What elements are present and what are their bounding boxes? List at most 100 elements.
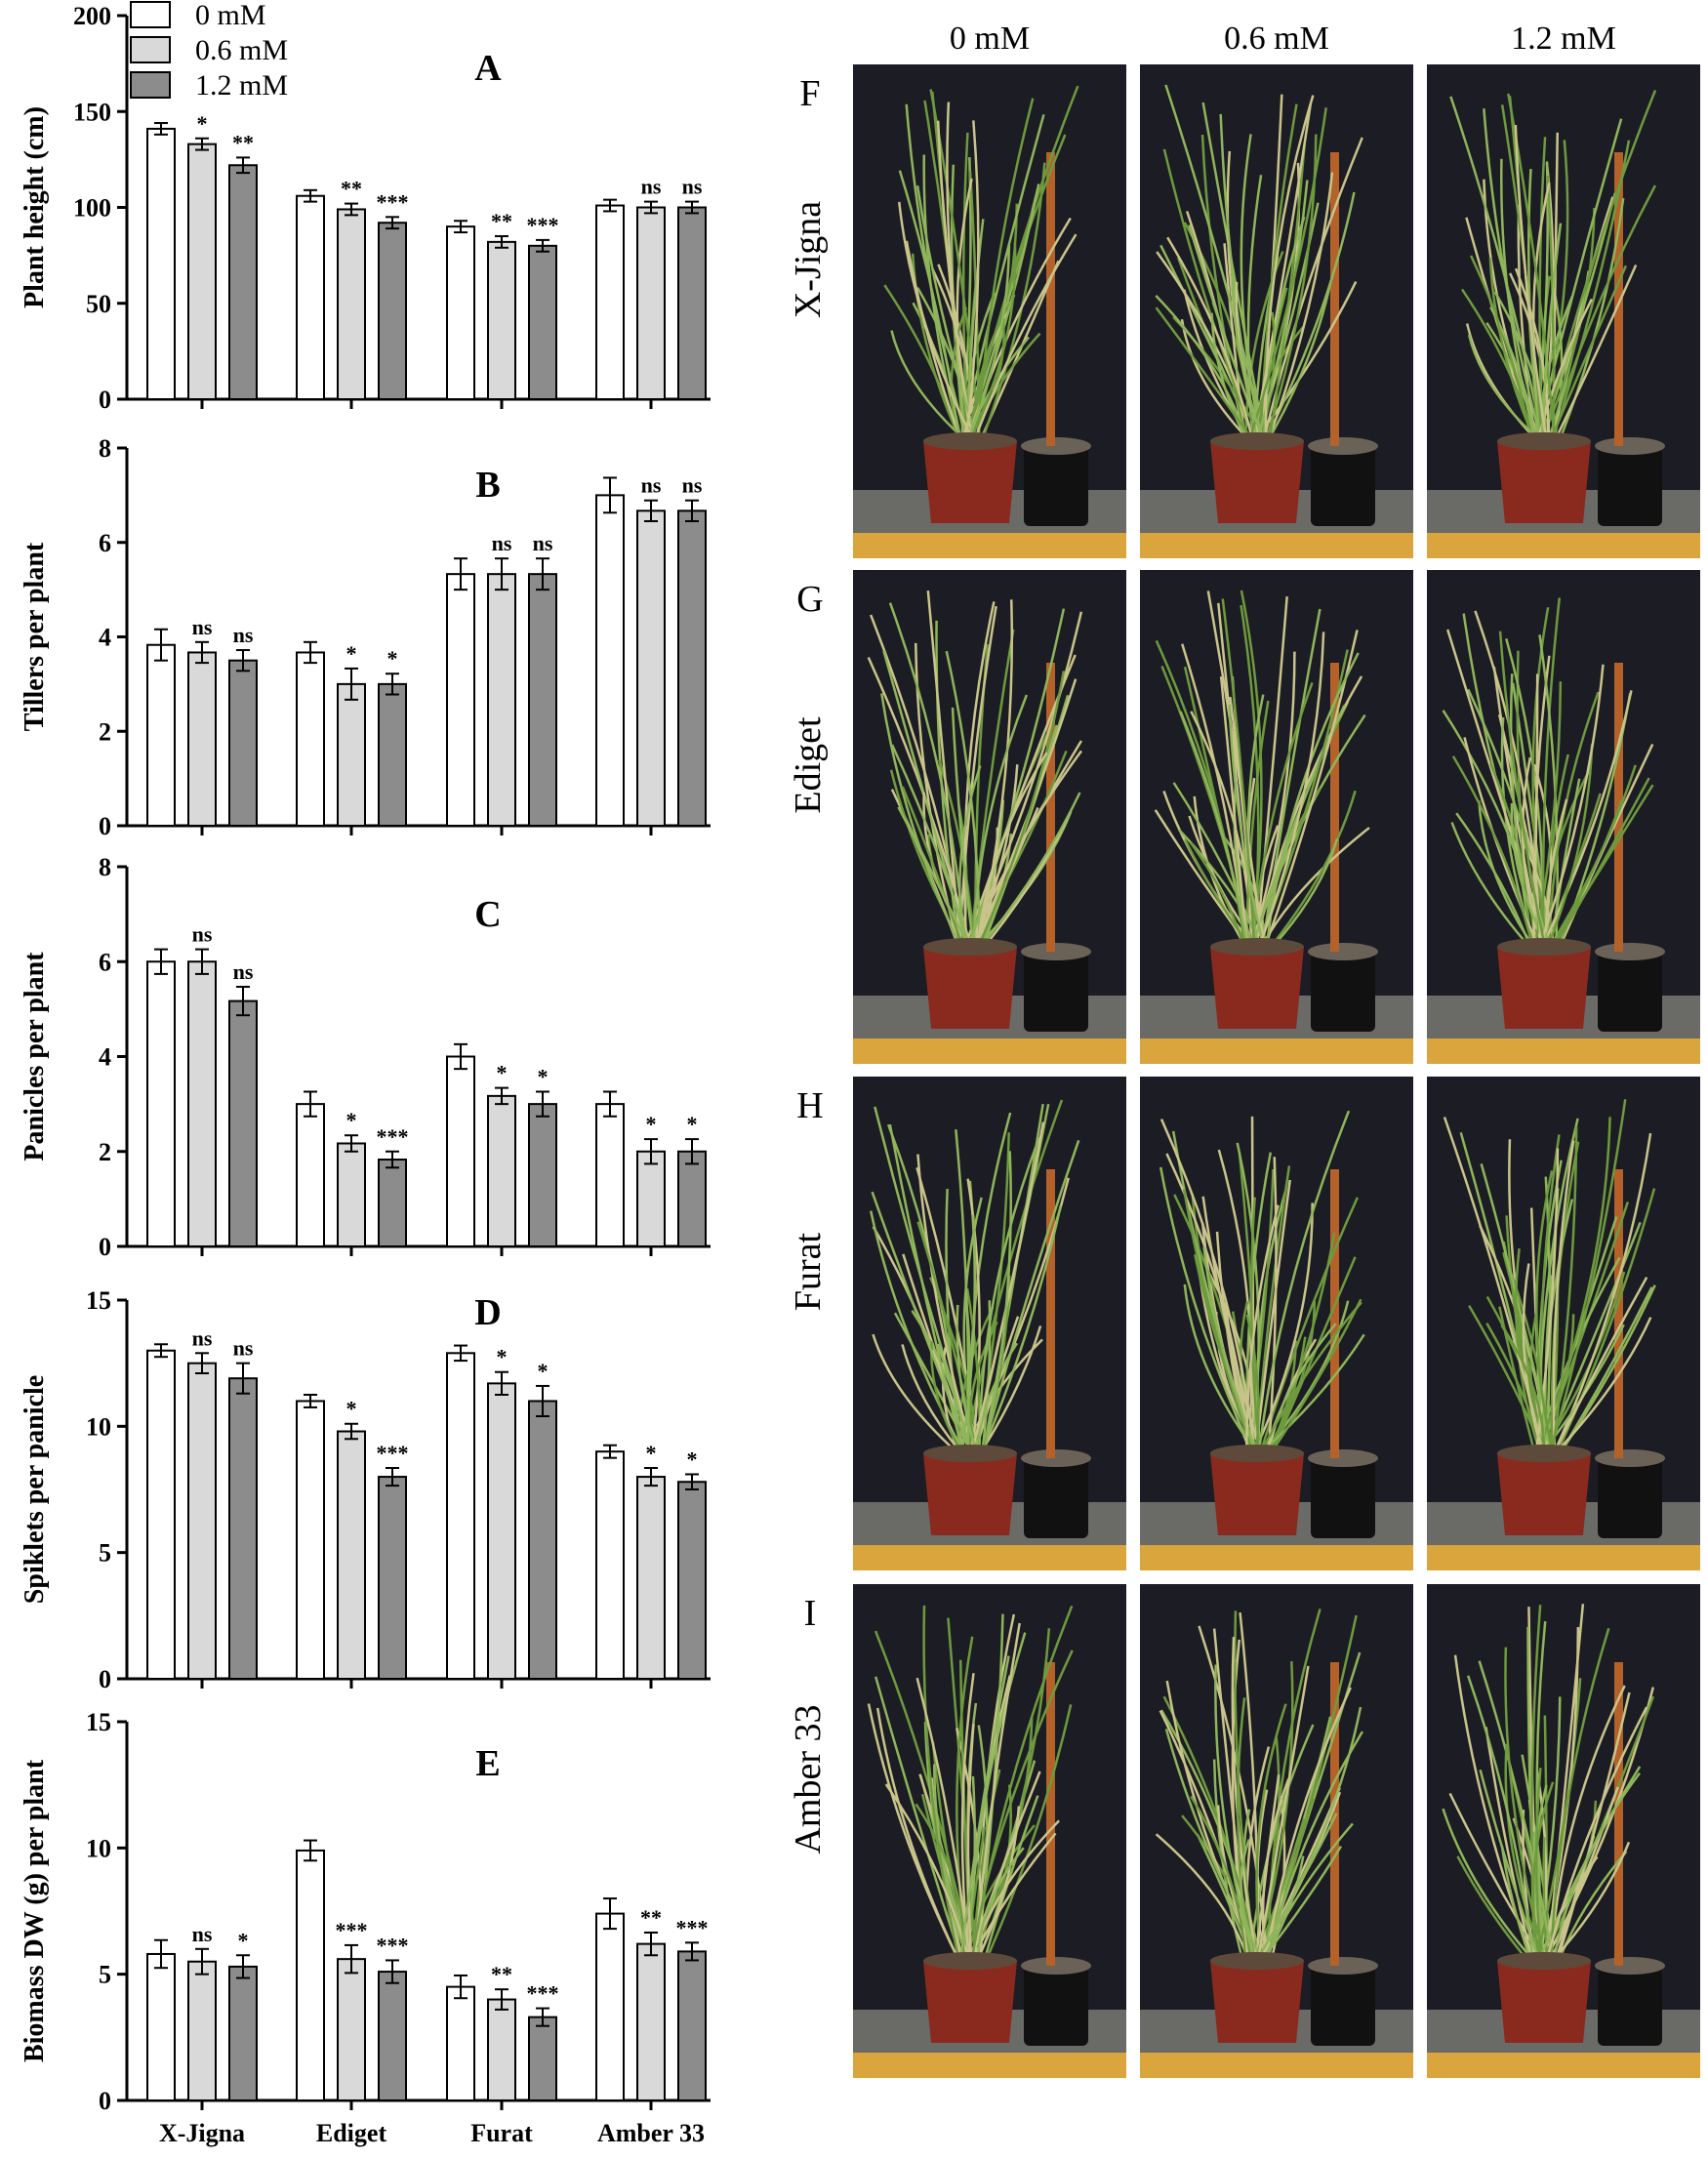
significance-label: ** (491, 209, 512, 233)
black-pot (1598, 446, 1662, 526)
black-pot (1598, 952, 1662, 1032)
rice-leaf (888, 602, 967, 957)
rice-leaf (1254, 596, 1288, 957)
red-pot (1210, 947, 1304, 1029)
rice-leaf (898, 170, 962, 452)
bar (146, 1952, 176, 2102)
pot-soil (1210, 1952, 1304, 1970)
significance-label: ns (682, 175, 703, 199)
bar (378, 1476, 407, 1680)
rice-leaf (1244, 107, 1327, 452)
rice-plant (1159, 1110, 1365, 1464)
rice-leaf (967, 629, 1015, 957)
rice-leaf (1463, 737, 1545, 957)
significance-label: ** (640, 1905, 662, 1930)
photo-tray (853, 2053, 1126, 2078)
rice-leaf (1548, 1132, 1652, 1464)
significance-label: * (238, 1928, 249, 1952)
red-pot (1497, 947, 1591, 1029)
rice-leaf (1530, 1117, 1611, 1464)
rice-leaf (1259, 137, 1363, 452)
black-pot (1598, 1966, 1662, 2046)
black-pot (1311, 1966, 1375, 2046)
significance-label: ** (232, 130, 254, 154)
rice-leaf (1263, 172, 1334, 452)
bar (528, 2016, 557, 2101)
bar (446, 225, 475, 400)
significance-label: * (538, 1064, 549, 1088)
significance-label: ** (341, 177, 362, 201)
rice-leaf (1254, 1665, 1310, 1972)
bar (595, 204, 625, 400)
photo-column-header: 0.6 mM (1224, 20, 1329, 57)
red-pot (923, 1961, 1017, 2043)
rice-leaf (1552, 1140, 1575, 1464)
rice-leaf (1262, 1298, 1362, 1464)
pot-soil (1308, 943, 1378, 960)
bar (337, 1958, 366, 2101)
rice-leaf (1248, 1706, 1362, 1972)
bar (378, 222, 407, 400)
pot-soil (1308, 1449, 1378, 1467)
panel-letter: A (474, 48, 502, 89)
bar (228, 659, 258, 827)
rice-leaf (1240, 134, 1266, 452)
rice-leaf (1548, 1277, 1648, 1464)
bar (187, 1362, 217, 1680)
rice-leaf (1551, 1188, 1656, 1464)
x-category-label: Amber 33 (597, 2119, 705, 2147)
rice-leaf (1231, 275, 1269, 452)
rice-leaf (1552, 1284, 1656, 1464)
significance-label: ns (533, 531, 553, 555)
rice-leaf (1514, 267, 1550, 452)
significance-label: * (497, 1345, 508, 1369)
pot-soil (1308, 1957, 1378, 1975)
significance-label: * (346, 1397, 357, 1421)
bar (146, 643, 176, 827)
photo-tray (1427, 1545, 1700, 1570)
y-tick-label: 200 (73, 2, 111, 30)
pot-soil (1497, 938, 1591, 956)
bar (146, 127, 176, 400)
rice-leaf (1442, 1808, 1544, 1972)
rice-leaf (976, 1205, 1062, 1464)
y-axis-label: Plant height (cm) (20, 106, 50, 308)
rice-leaf (980, 1103, 1044, 1464)
rice-plant (1442, 597, 1654, 957)
pot-soil (923, 432, 1017, 450)
rice-leaf (1542, 1706, 1648, 1972)
y-tick-label: 8 (99, 853, 111, 881)
rice-leaf (1548, 265, 1638, 452)
pot-soil (923, 1952, 1017, 1970)
rice-leaf (1522, 1263, 1548, 1464)
red-pot (923, 441, 1017, 523)
photo-tray (1427, 533, 1700, 558)
bar (378, 1971, 407, 2101)
rice-leaf (1266, 1157, 1278, 1464)
bar (337, 682, 366, 827)
photo-row-letter: F (799, 73, 820, 114)
pot-soil (923, 1445, 1017, 1462)
rice-leaf (1253, 631, 1325, 957)
rice-leaf (972, 694, 1029, 957)
photo-tray (1140, 2053, 1413, 2078)
rice-leaf (1263, 1687, 1352, 1972)
rice-leaf (880, 693, 966, 957)
rice-leaf (966, 1723, 975, 1972)
bar (636, 509, 666, 827)
y-axis-label: Tillers per plant (20, 542, 50, 731)
rice-leaf (1542, 744, 1594, 957)
significance-label: *** (336, 1918, 368, 1942)
red-pot (1210, 1453, 1304, 1535)
bar (528, 244, 557, 400)
plant-photo (853, 1077, 1126, 1570)
rice-leaf (1217, 602, 1256, 957)
photo-row-letter: I (804, 1593, 817, 1634)
pot-soil (1497, 1952, 1591, 1970)
rice-leaf (869, 1210, 972, 1464)
bar (595, 494, 625, 827)
rice-leaf (1549, 1627, 1610, 1972)
rice-leaf (968, 1605, 1074, 1972)
rice-leaf (1233, 781, 1256, 957)
